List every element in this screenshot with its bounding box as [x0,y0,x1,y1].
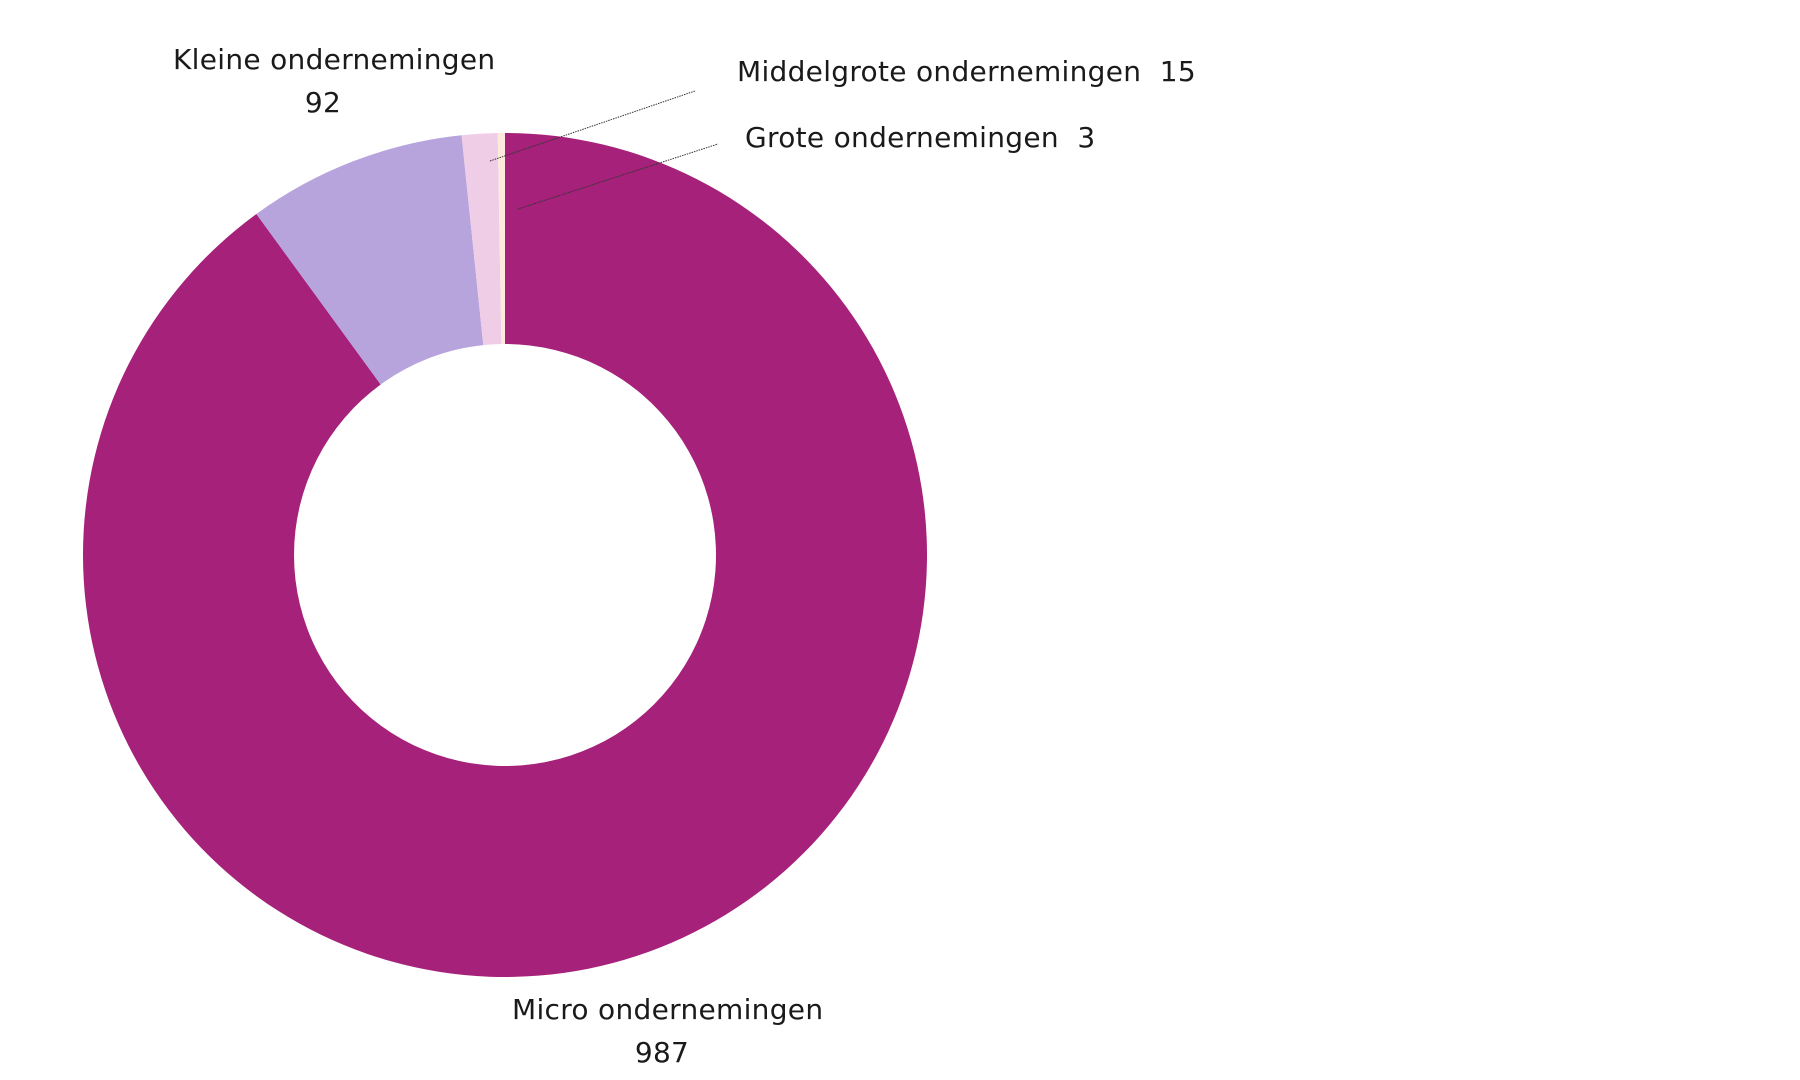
label-micro-name: Micro ondernemingen [512,993,824,1026]
label-middelgrote-value: 15 [1159,55,1196,88]
label-micro: Micro ondernemingen 987 [512,993,824,1069]
label-kleine: Kleine ondernemingen 92 [173,43,496,119]
label-kleine-value: 92 [304,86,342,119]
donut-slices [82,133,927,977]
leader-lines [489,90,719,210]
label-grote-value: 3 [1077,121,1096,154]
label-kleine-name: Kleine ondernemingen [173,43,496,76]
leader-line [517,143,719,210]
label-middelgrote-name: Middelgrote ondernemingen [737,55,1142,88]
leader-line [489,90,696,162]
slice-micro-ondernemingen [82,133,927,977]
label-grote: Grote ondernemingen 3 [745,124,1095,152]
slice-middelgrote-ondernemingen [461,133,502,346]
label-middelgrote: Middelgrote ondernemingen 15 [737,58,1196,86]
slice-kleine-ondernemingen [256,135,484,385]
slice-grote-ondernemingen [497,133,505,345]
label-micro-value: 987 [634,1036,690,1069]
label-grote-name: Grote ondernemingen [745,121,1059,154]
